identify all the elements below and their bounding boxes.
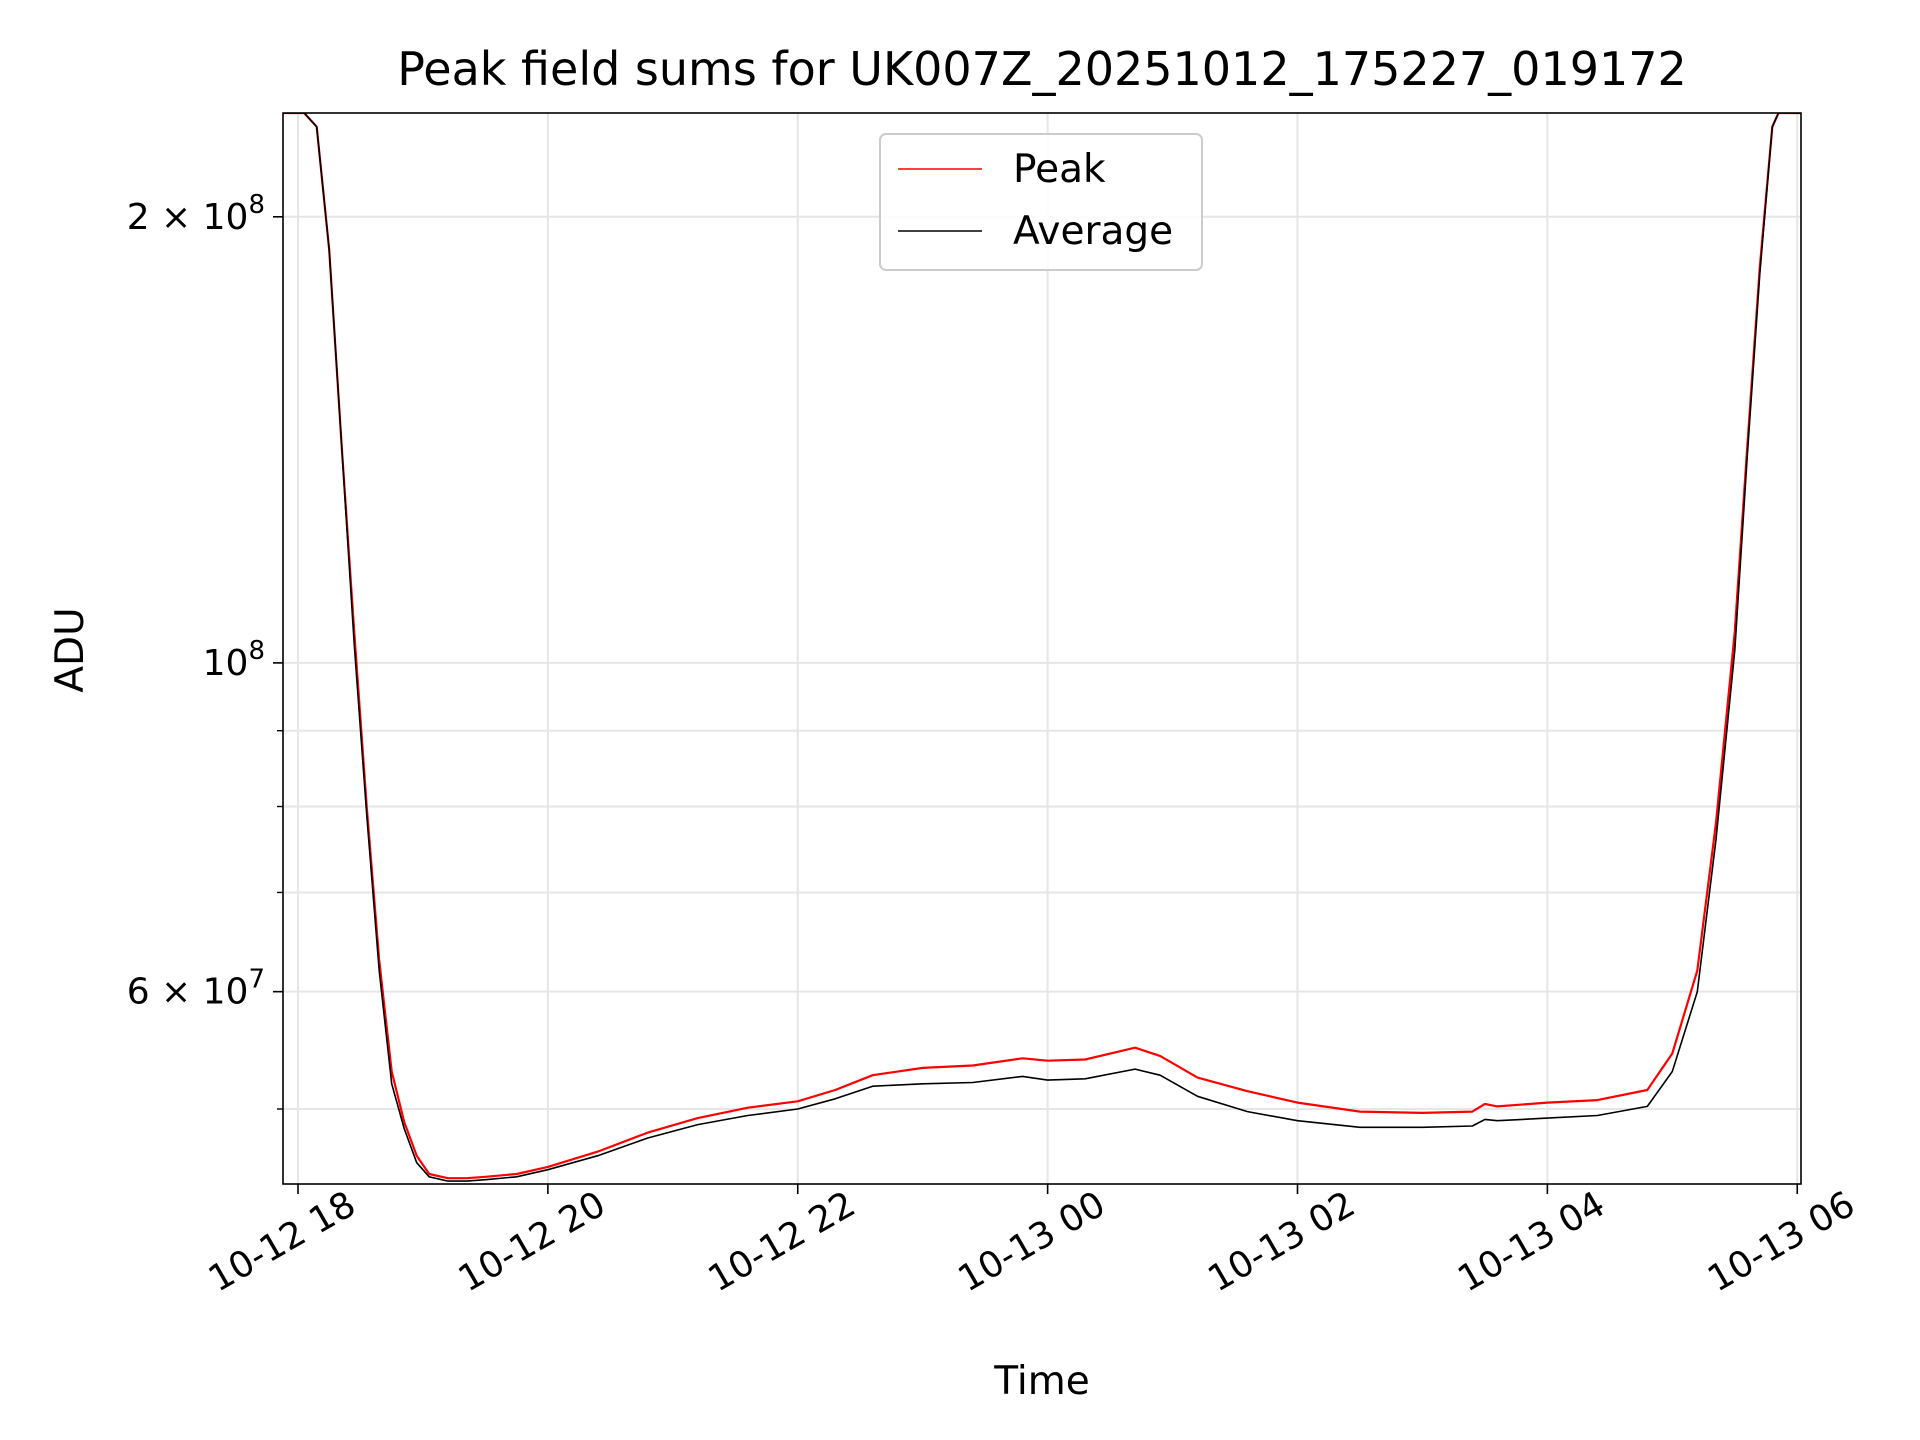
y-tick-label-exponent: 8 [248,636,265,666]
y-tick-label-exponent: 7 [248,965,265,995]
y-tick-label: 6 × 107 [127,965,265,1013]
y-tick-label-base: 10 [203,643,249,684]
y-tick-label: 108 [203,636,265,684]
legend-average-label: Average [1013,209,1173,254]
x-axis-label: Time [993,1359,1089,1404]
series-line-peak [283,113,1801,1180]
y-tick-label-base: 6 × 10 [127,972,249,1013]
plot-frame [282,112,1802,1185]
legend: Peak Average [879,133,1203,271]
chart-title: Peak field sums for UK007Z_20251012_1752… [397,42,1687,96]
series-layer [283,113,1801,1182]
y-tick-label-base: 2 × 10 [127,197,249,238]
y-tick-label: 2 × 108 [127,190,265,238]
legend-box [879,133,1203,271]
y-tick-label-exponent: 8 [248,190,265,220]
legend-peak-label: Peak [1013,147,1106,192]
y-axis-label: ADU [48,607,93,692]
series-line-average [283,113,1801,1182]
grid [283,113,1801,1184]
